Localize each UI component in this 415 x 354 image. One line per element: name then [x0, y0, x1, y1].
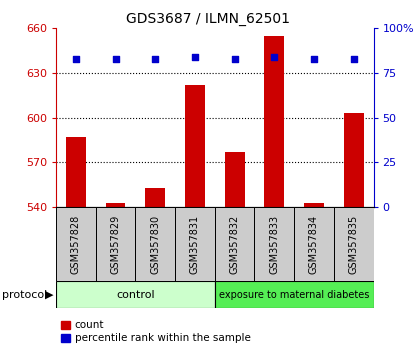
Text: GSM357834: GSM357834 — [309, 215, 319, 274]
Bar — [56, 281, 215, 308]
Bar — [334, 207, 374, 281]
Text: GSM357830: GSM357830 — [150, 215, 160, 274]
Bar — [254, 207, 294, 281]
Text: GSM357835: GSM357835 — [349, 215, 359, 274]
Point — [112, 56, 119, 62]
Point — [311, 56, 317, 62]
Text: GDS3687 / ILMN_62501: GDS3687 / ILMN_62501 — [125, 12, 290, 27]
Bar — [56, 207, 96, 281]
Text: GSM357829: GSM357829 — [110, 215, 120, 274]
Text: protocol: protocol — [2, 290, 47, 300]
Bar — [145, 188, 165, 207]
Bar — [96, 207, 135, 281]
Point — [350, 56, 357, 62]
Bar — [175, 207, 215, 281]
Point — [152, 56, 159, 62]
Legend: count, percentile rank within the sample: count, percentile rank within the sample — [61, 320, 251, 343]
Bar — [66, 137, 86, 207]
Bar — [304, 202, 324, 207]
Point — [73, 56, 79, 62]
Text: GSM357831: GSM357831 — [190, 215, 200, 274]
Text: GSM357832: GSM357832 — [229, 215, 239, 274]
Bar — [264, 36, 284, 207]
Bar — [215, 207, 254, 281]
Point — [271, 54, 278, 60]
Bar — [225, 152, 244, 207]
Text: exposure to maternal diabetes: exposure to maternal diabetes — [219, 290, 369, 300]
Text: GSM357828: GSM357828 — [71, 215, 81, 274]
Bar — [106, 202, 125, 207]
Text: control: control — [116, 290, 155, 300]
Bar — [344, 113, 364, 207]
Text: GSM357833: GSM357833 — [269, 215, 279, 274]
Bar — [135, 207, 175, 281]
Bar — [185, 85, 205, 207]
Point — [192, 54, 198, 60]
Bar — [294, 207, 334, 281]
Bar — [215, 281, 374, 308]
Text: ▶: ▶ — [45, 290, 53, 300]
Point — [231, 56, 238, 62]
